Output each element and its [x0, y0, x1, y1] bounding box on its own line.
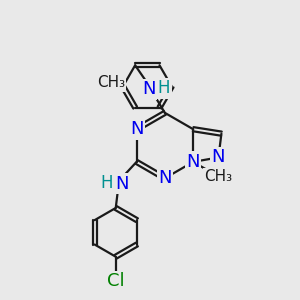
Text: CH₃: CH₃ — [97, 75, 125, 90]
Text: N: N — [142, 80, 156, 98]
Text: N: N — [212, 148, 225, 166]
Text: H: H — [100, 174, 112, 192]
Text: CH₃: CH₃ — [205, 169, 233, 184]
Text: N: N — [186, 153, 200, 171]
Text: H: H — [158, 79, 170, 97]
Text: N: N — [130, 120, 143, 138]
Text: N: N — [115, 175, 128, 193]
Text: Cl: Cl — [107, 272, 124, 290]
Text: N: N — [158, 169, 172, 187]
